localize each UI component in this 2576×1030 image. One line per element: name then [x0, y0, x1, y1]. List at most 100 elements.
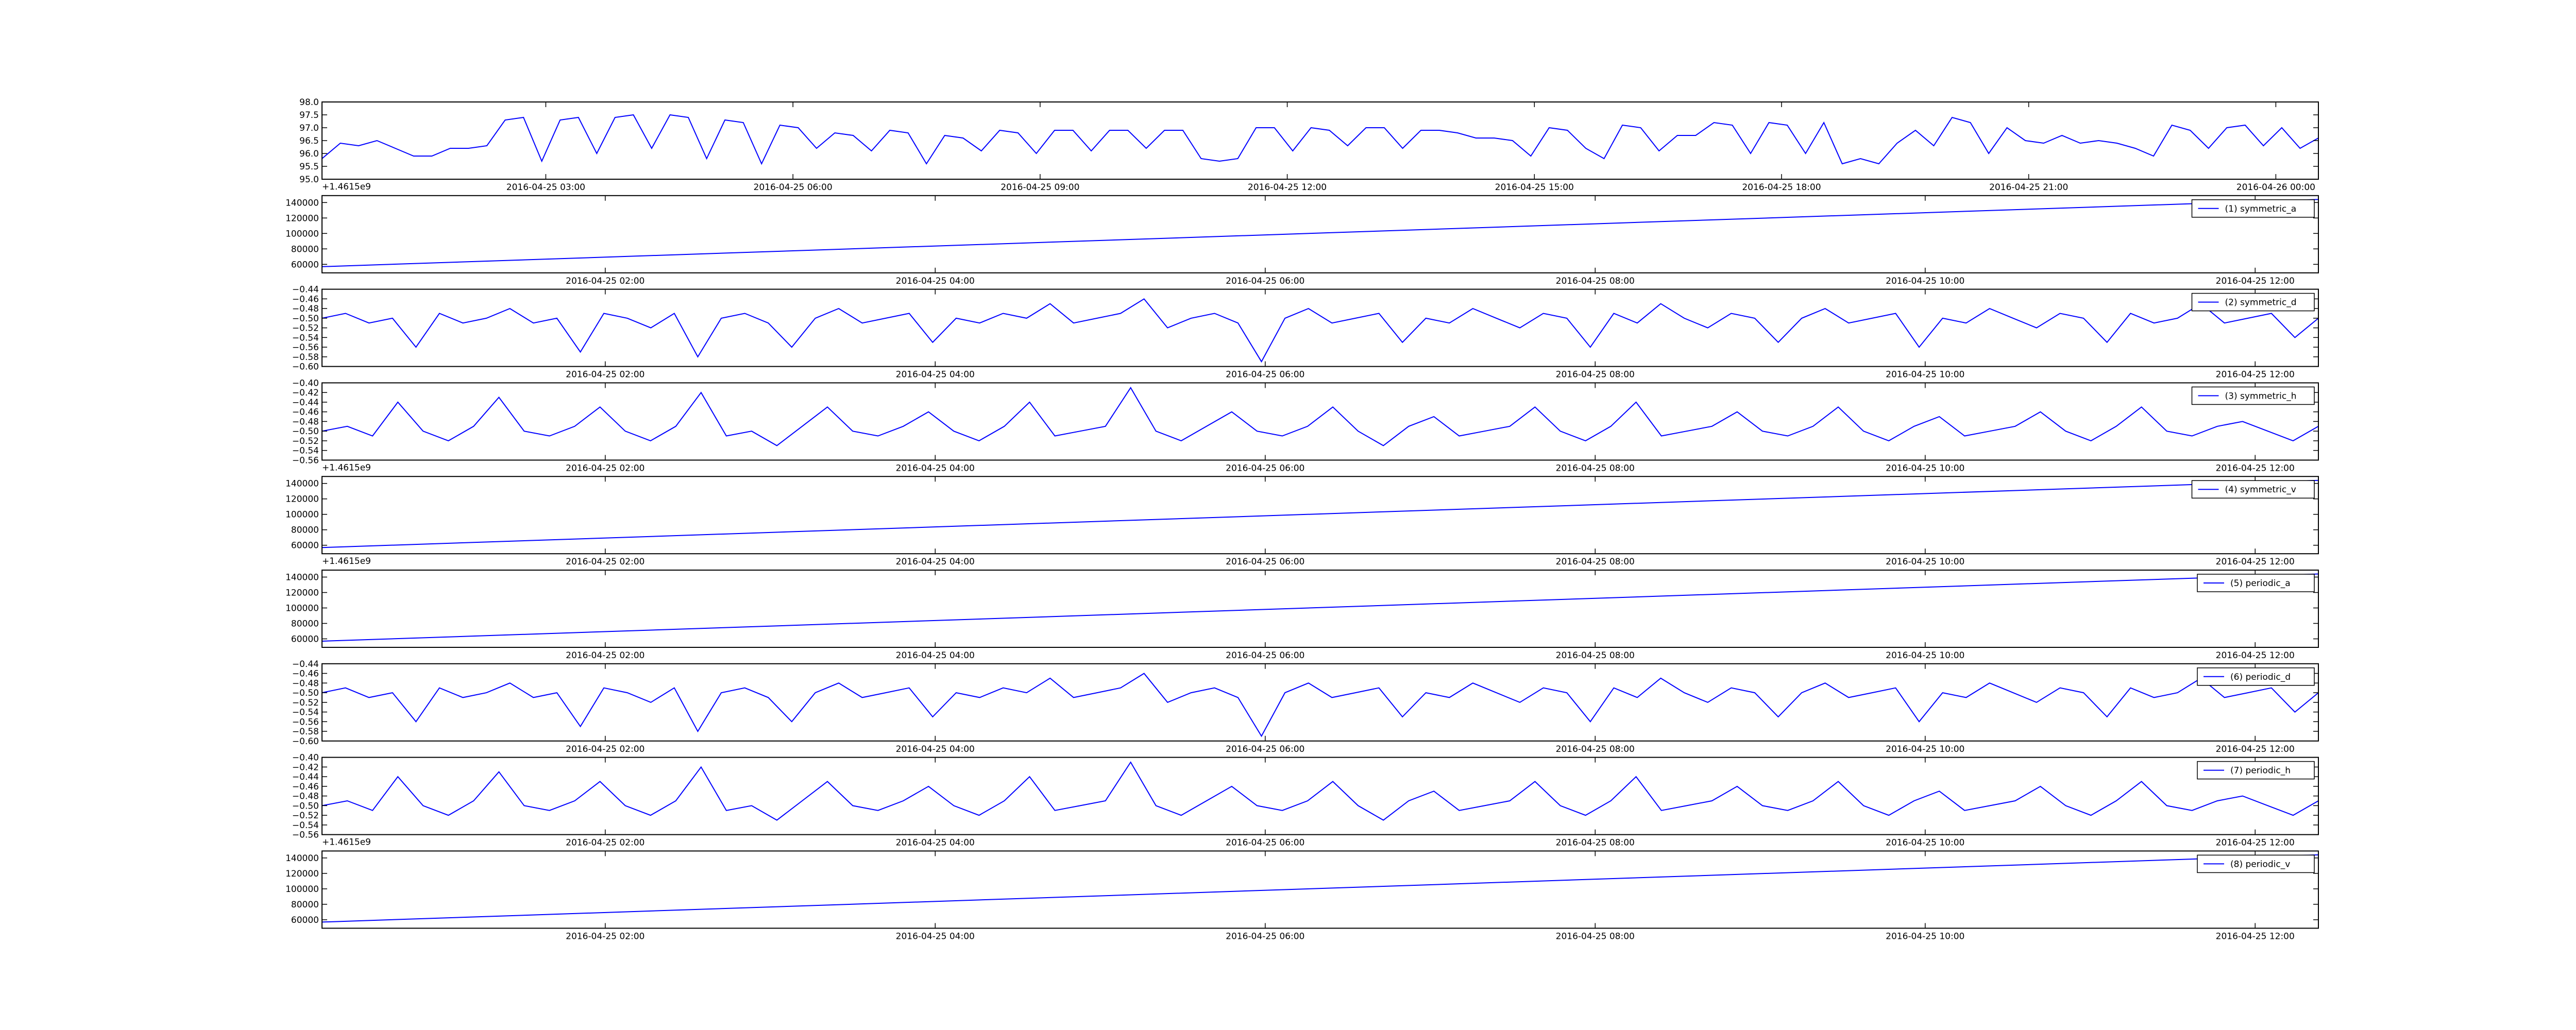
y-tick-label: −0.46 [292, 294, 319, 304]
y-tick-label: 120000 [285, 494, 319, 505]
legend-label: (2) symmetric_d [2225, 298, 2297, 308]
x-tick-label: 2016-04-25 06:00 [1226, 370, 1304, 380]
y-tick-label: 96.0 [299, 149, 319, 159]
x-tick-label: 2016-04-25 12:00 [2216, 744, 2295, 754]
y-tick-label: −0.50 [292, 801, 319, 811]
y-tick-label: 140000 [285, 573, 319, 583]
y-tick-label: −0.56 [292, 342, 319, 353]
series-line [321, 479, 2319, 548]
axes-frame [321, 382, 2319, 461]
x-tick-label: 2016-04-25 06:00 [1226, 463, 1304, 473]
x-tick-label: 2016-04-25 02:00 [566, 744, 645, 754]
y-tick-label: 140000 [285, 198, 319, 208]
y-tick-label: −0.44 [292, 772, 319, 782]
y-tick-label: 120000 [285, 213, 319, 224]
x-tick-label: 2016-04-25 12:00 [2216, 838, 2295, 848]
x-tick-label: 2016-04-25 06:00 [1226, 557, 1304, 567]
x-tick-label: 2016-04-25 06:00 [1226, 744, 1304, 754]
legend-label: (1) symmetric_a [2225, 204, 2297, 214]
y-tick-label: 100000 [285, 604, 319, 614]
x-tick-label: 2016-04-25 21:00 [1989, 182, 2068, 193]
axes-frame [321, 663, 2319, 742]
y-tick-label: −0.56 [292, 455, 319, 466]
y-tick-label: 60000 [291, 541, 319, 551]
x-tick-label: 2016-04-25 03:00 [506, 182, 585, 193]
series-line [321, 199, 2319, 267]
y-tick-label: 97.5 [299, 110, 319, 121]
x-tick-label: 2016-04-25 12:00 [2216, 370, 2295, 380]
x-tick-label: 2016-04-25 04:00 [896, 370, 975, 380]
y-tick-label: −0.54 [292, 820, 319, 831]
y-tick-label: −0.52 [292, 698, 319, 708]
y-tick-label: −0.54 [292, 333, 319, 343]
axes-frame [321, 570, 2319, 648]
x-tick-label: 2016-04-25 08:00 [1556, 276, 1635, 286]
x-tick-label: 2016-04-25 10:00 [1886, 463, 1964, 473]
y-tick-label: 60000 [291, 260, 319, 270]
series-line [321, 761, 2319, 821]
legend-label: (6) periodic_d [2230, 672, 2291, 682]
y-tick-label: 140000 [285, 853, 319, 864]
y-tick-label: 100000 [285, 510, 319, 520]
y-tick-label: −0.58 [292, 727, 319, 737]
x-tick-label: 2016-04-25 08:00 [1556, 931, 1635, 941]
series-line [321, 114, 2319, 165]
y-tick-label: −0.52 [292, 436, 319, 447]
series-line [321, 298, 2319, 363]
x-tick-label: 2016-04-25 10:00 [1886, 650, 1964, 661]
y-tick-label: 120000 [285, 588, 319, 598]
y-tick-label: 80000 [291, 525, 319, 536]
x-tick-label: 2016-04-25 02:00 [566, 557, 645, 567]
y-tick-label: −0.44 [292, 659, 319, 670]
offset-text: +1.4615e9 [322, 556, 371, 566]
x-tick-label: 2016-04-25 06:00 [1226, 650, 1304, 661]
x-tick-label: 2016-04-25 12:00 [2216, 650, 2295, 661]
x-tick-label: 2016-04-25 08:00 [1556, 744, 1635, 754]
x-tick-label: 2016-04-25 06:00 [1226, 276, 1304, 286]
x-tick-label: 2016-04-25 09:00 [1001, 182, 1079, 193]
y-tick-label: −0.40 [292, 753, 319, 763]
y-tick-label: 100000 [285, 229, 319, 239]
axes-frame [321, 476, 2319, 555]
x-tick-label: 2016-04-25 02:00 [566, 276, 645, 286]
y-tick-label: −0.50 [292, 314, 319, 324]
x-tick-label: 2016-04-25 12:00 [2216, 463, 2295, 473]
y-tick-label: 140000 [285, 479, 319, 489]
x-tick-label: 2016-04-25 02:00 [566, 931, 645, 941]
y-tick-label: −0.46 [292, 407, 319, 418]
x-tick-label: 2016-04-25 10:00 [1886, 931, 1964, 941]
series-line [321, 573, 2319, 642]
y-tick-label: 95.5 [299, 162, 319, 172]
x-tick-label: 2016-04-25 02:00 [566, 463, 645, 473]
x-tick-label: 2016-04-25 10:00 [1886, 276, 1964, 286]
y-tick-label: 60000 [291, 634, 319, 645]
y-tick-label: 80000 [291, 619, 319, 629]
y-tick-label: −0.46 [292, 782, 319, 792]
x-tick-label: 2016-04-25 08:00 [1556, 463, 1635, 473]
x-tick-label: 2016-04-25 10:00 [1886, 744, 1964, 754]
axes-frame [321, 101, 2319, 180]
y-tick-label: −0.56 [292, 830, 319, 840]
y-tick-label: −0.52 [292, 323, 319, 334]
y-tick-label: −0.40 [292, 378, 319, 388]
x-tick-label: 2016-04-25 08:00 [1556, 650, 1635, 661]
axes-frame [321, 850, 2319, 929]
y-tick-label: −0.48 [292, 678, 319, 689]
y-tick-label: −0.52 [292, 811, 319, 821]
y-tick-label: 80000 [291, 900, 319, 910]
legend-label: (7) periodic_h [2230, 766, 2291, 776]
y-tick-label: −0.48 [292, 304, 319, 314]
series-line [321, 386, 2319, 447]
x-tick-label: 2016-04-25 10:00 [1886, 557, 1964, 567]
x-tick-label: 2016-04-25 08:00 [1556, 557, 1635, 567]
y-tick-label: 98.0 [299, 97, 319, 108]
x-tick-label: 2016-04-25 10:00 [1886, 838, 1964, 848]
y-tick-label: 100000 [285, 884, 319, 895]
x-tick-label: 2016-04-25 06:00 [1226, 931, 1304, 941]
axes-frame [321, 288, 2319, 367]
x-tick-label: 2016-04-25 12:00 [2216, 931, 2295, 941]
x-tick-label: 2016-04-25 12:00 [2216, 557, 2295, 567]
x-tick-label: 2016-04-25 04:00 [896, 838, 975, 848]
y-tick-label: 60000 [291, 915, 319, 925]
